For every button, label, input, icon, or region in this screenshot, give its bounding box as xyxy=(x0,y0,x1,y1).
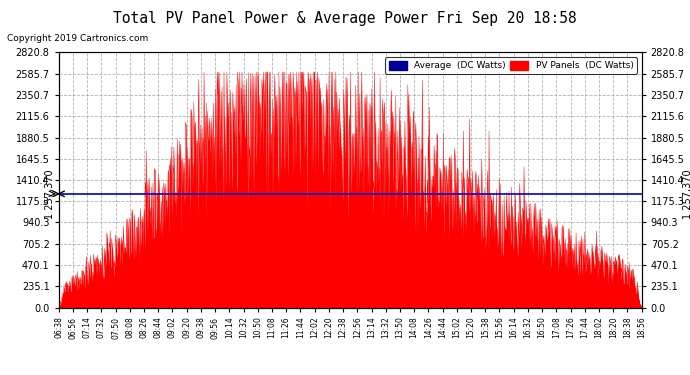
Legend: Average  (DC Watts), PV Panels  (DC Watts): Average (DC Watts), PV Panels (DC Watts) xyxy=(386,57,637,74)
Text: 1 257,370: 1 257,370 xyxy=(46,169,55,219)
Text: Total PV Panel Power & Average Power Fri Sep 20 18:58: Total PV Panel Power & Average Power Fri… xyxy=(113,11,577,26)
Text: Copyright 2019 Cartronics.com: Copyright 2019 Cartronics.com xyxy=(7,34,148,43)
Text: 1 257,370: 1 257,370 xyxy=(683,169,690,219)
